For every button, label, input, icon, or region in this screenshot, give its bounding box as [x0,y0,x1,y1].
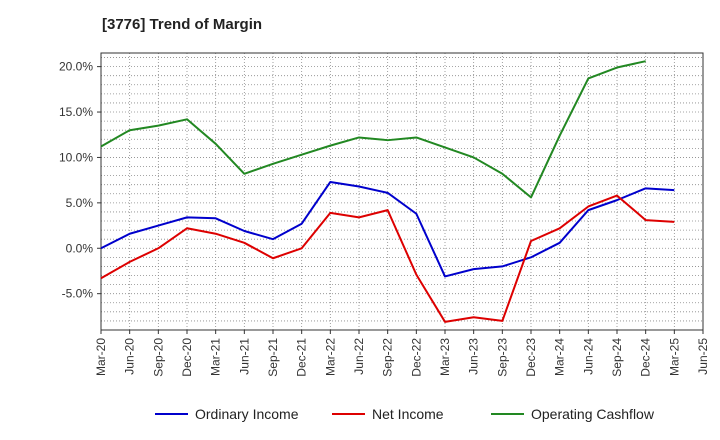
legend-label-ordinary-income: Ordinary Income [195,406,299,422]
x-tick-label: Jun-22 [352,338,366,375]
x-tick-label: Mar-21 [209,338,223,376]
x-tick-label: Dec-22 [409,338,423,377]
axes: 20.0% 15.0% 10.0% 5.0% 0.0% -5.0% Mar-20 Jun-20… [59,52,710,377]
series-lines [100,60,675,323]
x-tick-label: Mar-23 [438,338,452,376]
x-tick-label: Dec-24 [639,338,653,377]
x-tick-label: Jun-21 [237,338,251,375]
y-tick-label: -5.0% [62,287,94,301]
x-tick-label: Dec-20 [180,338,194,377]
legend-label-operating-cashflow: Operating Cashflow [531,406,655,422]
series-line-ordinary-income [100,180,675,278]
x-tick-label: Dec-23 [524,338,538,377]
chart-title: [3776] Trend of Margin [102,16,263,33]
series-line-operating-cashflow [100,60,646,199]
legend-label-net-income: Net Income [372,406,444,422]
x-tick-label: Jun-24 [581,338,595,375]
grid-lines [100,53,704,331]
plot-frame [100,52,704,331]
x-tick-label: Mar-24 [553,338,567,376]
x-tick-label: Jun-20 [123,338,137,375]
legend: Ordinary Income Net Income Operating Cashf… [155,406,655,422]
x-tick-label: Dec-21 [295,338,309,377]
y-tick-label: 5.0% [66,196,94,210]
x-tick-label: Sep-24 [610,338,624,377]
y-tick-label: 10.0% [59,150,93,164]
series-line-net-income [100,194,675,323]
x-tick-label: Sep-20 [151,338,165,377]
x-tick-label: Mar-25 [667,338,681,376]
x-tick-label: Mar-20 [94,338,108,376]
y-tick-label: 20.0% [59,60,93,74]
x-tick-label: Jun-25 [696,338,710,375]
x-tick-label: Sep-21 [266,338,280,377]
y-tick-label: 15.0% [59,105,93,119]
x-tick-label: Sep-22 [381,338,395,377]
y-tick-label: 0.0% [66,241,94,255]
x-tick-label: Sep-23 [495,338,509,377]
x-tick-label: Mar-22 [323,338,337,376]
x-tick-label: Jun-23 [467,338,481,375]
